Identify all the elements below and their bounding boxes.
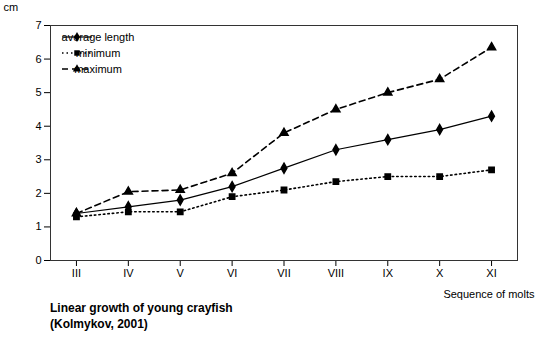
svg-text:VI: VI xyxy=(227,267,237,279)
svg-text:cm: cm xyxy=(4,1,19,13)
html-text:(Kolmykov, 2001): (Kolmykov, 2001) xyxy=(50,317,148,331)
svg-text:2: 2 xyxy=(35,187,41,199)
svg-text:V: V xyxy=(177,267,185,279)
svg-text:5: 5 xyxy=(35,86,41,98)
svg-text:1: 1 xyxy=(35,220,41,232)
svg-text:6: 6 xyxy=(35,53,41,65)
svg-text:XI: XI xyxy=(486,267,496,279)
svg-text:minimum: minimum xyxy=(76,47,121,59)
svg-text:X: X xyxy=(436,267,444,279)
svg-text:3: 3 xyxy=(35,153,41,165)
svg-text:VIII: VIII xyxy=(328,267,345,279)
svg-text:IV: IV xyxy=(123,267,134,279)
svg-text:VII: VII xyxy=(277,267,290,279)
svg-text:0: 0 xyxy=(35,254,41,266)
svg-text:average length: average length xyxy=(62,31,135,43)
svg-text:Sequence of molts: Sequence of molts xyxy=(443,288,535,300)
svg-text:maximum: maximum xyxy=(74,63,122,75)
html-text:Linear growth of young crayfis: Linear growth of young crayfish xyxy=(50,301,233,315)
svg-text:III: III xyxy=(72,267,81,279)
svg-text:IX: IX xyxy=(383,267,394,279)
svg-text:4: 4 xyxy=(35,120,41,132)
svg-text:7: 7 xyxy=(35,19,41,31)
